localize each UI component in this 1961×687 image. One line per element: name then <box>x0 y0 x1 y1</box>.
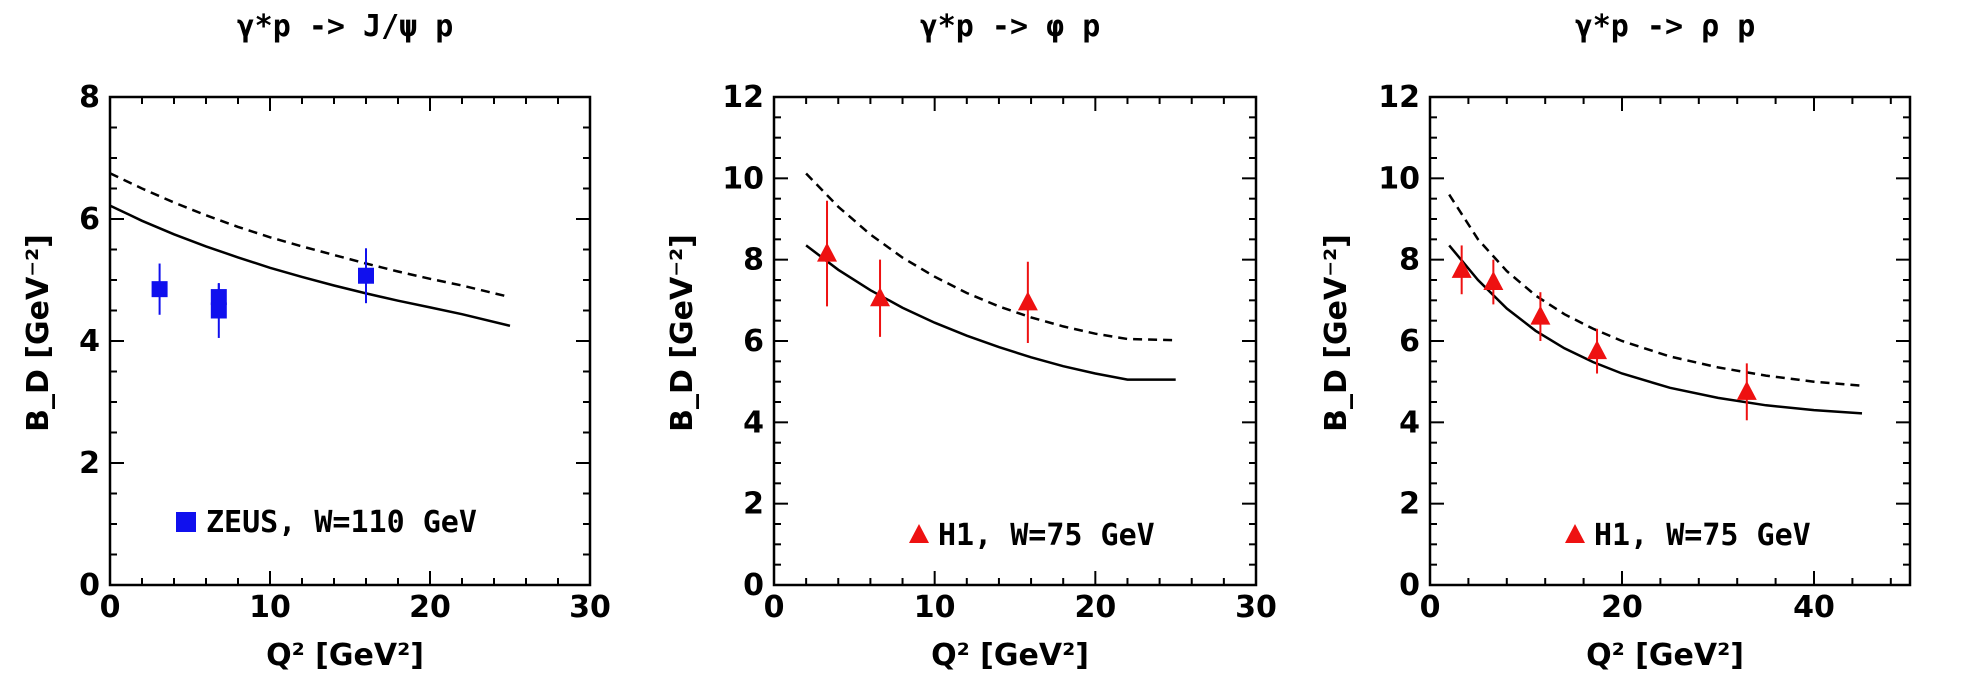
panel-jpsi-points <box>151 248 374 338</box>
panel-rho-x-label: Q² [GeV²] <box>1586 638 1744 673</box>
panel-phi-x-label: Q² [GeV²] <box>931 638 1089 673</box>
y-tick-label: 8 <box>1399 243 1420 278</box>
y-tick-label: 10 <box>1378 161 1420 196</box>
panel-phi-points <box>817 200 1038 344</box>
data-point-square <box>358 267 374 284</box>
y-tick-label: 4 <box>1399 405 1420 440</box>
y-tick-label: 10 <box>722 161 764 196</box>
y-tick-label: 8 <box>79 80 100 115</box>
x-tick-label: 10 <box>914 590 956 625</box>
x-tick-label: 30 <box>569 590 611 625</box>
panel-jpsi: γ*p -> J/ψ p 0 10 20 30 0 2 4 6 8 Q² [GeV²] B_D … <box>21 9 611 673</box>
y-tick-label: 0 <box>79 568 100 603</box>
data-point-triangle <box>1587 340 1608 360</box>
data-point-triangle <box>1736 380 1757 400</box>
panel-jpsi-axes: 0 10 20 30 0 2 4 6 8 <box>79 80 611 625</box>
x-tick-label: 20 <box>409 590 451 625</box>
dashed-curve <box>805 172 1176 342</box>
panel-rho-legend: H1, W=75 GeV <box>1565 518 1811 553</box>
panel-jpsi-legend-label: ZEUS, W=110 GeV <box>206 505 477 540</box>
x-tick-label: 20 <box>1074 590 1116 625</box>
y-tick-label: 6 <box>79 202 100 237</box>
y-tick-label: 4 <box>79 324 100 359</box>
panel-phi: γ*p -> φ p 0 10 20 30 0 2 4 6 8 10 12 Q² [GeV²] B_… <box>665 9 1277 673</box>
y-tick-label: 8 <box>743 243 764 278</box>
panel-rho-points <box>1451 245 1757 421</box>
solid-curve <box>1448 244 1863 415</box>
dashed-curve <box>1448 193 1863 387</box>
solid-curve <box>805 244 1176 381</box>
y-tick-label: 4 <box>743 405 764 440</box>
panel-rho-title: γ*p -> ρ p <box>1575 9 1756 44</box>
panel-rho: γ*p -> ρ p 0 20 40 0 2 4 6 8 10 12 Q² [GeV²] B_D … <box>1319 9 1912 673</box>
panel-phi-title: γ*p -> φ p <box>920 9 1101 44</box>
data-point-triangle <box>1451 258 1472 278</box>
x-tick-label: 0 <box>100 590 121 625</box>
panel-jpsi-y-label: B_D [GeV⁻²] <box>21 234 56 432</box>
panel-jpsi-title: γ*p -> J/ψ p <box>237 9 454 44</box>
x-tick-label: 20 <box>1601 590 1643 625</box>
data-point-square <box>151 281 168 298</box>
solid-curve <box>109 204 511 328</box>
panel-jpsi-x-label: Q² [GeV²] <box>266 638 424 673</box>
legend-square-marker <box>176 512 196 532</box>
panel-phi-curves <box>805 172 1176 381</box>
panel-jpsi-legend: ZEUS, W=110 GeV <box>176 505 477 540</box>
x-tick-label: 30 <box>1235 590 1277 625</box>
data-point-triangle <box>1017 291 1038 311</box>
dashed-curve <box>109 172 511 299</box>
y-tick-label: 2 <box>1399 487 1420 522</box>
plot-frame <box>772 95 1258 587</box>
y-tick-label: 0 <box>743 568 764 603</box>
legend-triangle-marker <box>909 524 929 543</box>
data-point-triangle <box>1483 271 1504 291</box>
x-tick-label: 0 <box>1420 590 1441 625</box>
panel-rho-curves <box>1448 193 1863 415</box>
data-point-triangle <box>817 242 838 262</box>
y-tick-label: 12 <box>1378 80 1420 115</box>
panel-jpsi-curves <box>109 172 511 328</box>
y-tick-label: 6 <box>1399 324 1420 359</box>
y-tick-label: 2 <box>743 487 764 522</box>
data-point-square <box>210 302 227 319</box>
y-tick-label: 2 <box>79 446 100 481</box>
panel-rho-y-label: B_D [GeV⁻²] <box>1319 234 1354 432</box>
x-tick-label: 10 <box>249 590 291 625</box>
panel-phi-axes: 0 10 20 30 0 2 4 6 8 10 12 <box>722 80 1277 625</box>
y-tick-label: 6 <box>743 324 764 359</box>
data-point-triangle <box>870 287 891 307</box>
panel-rho-legend-label: H1, W=75 GeV <box>1594 518 1811 553</box>
panel-phi-legend: H1, W=75 GeV <box>909 518 1155 553</box>
x-tick-label: 40 <box>1793 590 1835 625</box>
legend-triangle-marker <box>1565 524 1585 543</box>
y-tick-label: 0 <box>1399 568 1420 603</box>
panel-phi-legend-label: H1, W=75 GeV <box>938 518 1155 553</box>
panel-phi-y-label: B_D [GeV⁻²] <box>665 234 700 432</box>
y-tick-label: 12 <box>722 80 764 115</box>
plot-frame <box>1428 95 1912 587</box>
data-point-triangle <box>1530 305 1551 325</box>
x-tick-label: 0 <box>764 590 785 625</box>
panel-rho-axes: 0 20 40 0 2 4 6 8 10 12 <box>1378 80 1912 625</box>
